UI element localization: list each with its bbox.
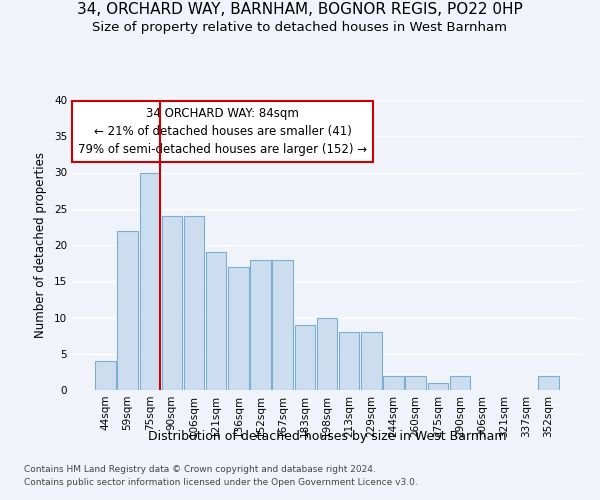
Text: Contains HM Land Registry data © Crown copyright and database right 2024.: Contains HM Land Registry data © Crown c… (24, 466, 376, 474)
Bar (118, 230, 138, 390)
Bar (339, 332, 359, 390)
Y-axis label: Number of detached properties: Number of detached properties (34, 152, 47, 338)
Bar (184, 216, 204, 390)
Bar (428, 383, 448, 390)
Text: Contains public sector information licensed under the Open Government Licence v3: Contains public sector information licen… (24, 478, 418, 487)
Bar (317, 318, 337, 390)
Bar (250, 260, 271, 390)
Bar (450, 376, 470, 390)
Text: 34, ORCHARD WAY, BARNHAM, BOGNOR REGIS, PO22 0HP: 34, ORCHARD WAY, BARNHAM, BOGNOR REGIS, … (77, 2, 523, 18)
Text: Distribution of detached houses by size in West Barnham: Distribution of detached houses by size … (148, 430, 506, 443)
Bar (161, 216, 182, 390)
Text: Size of property relative to detached houses in West Barnham: Size of property relative to detached ho… (92, 22, 508, 35)
Bar (206, 252, 226, 390)
Bar (140, 172, 160, 390)
Bar (361, 332, 382, 390)
Bar (295, 325, 315, 390)
Bar (538, 376, 559, 390)
Text: 34 ORCHARD WAY: 84sqm
← 21% of detached houses are smaller (41)
79% of semi-deta: 34 ORCHARD WAY: 84sqm ← 21% of detached … (78, 108, 367, 156)
Bar (228, 267, 248, 390)
Bar (272, 260, 293, 390)
Bar (383, 376, 404, 390)
Bar (95, 361, 116, 390)
Bar (406, 376, 426, 390)
